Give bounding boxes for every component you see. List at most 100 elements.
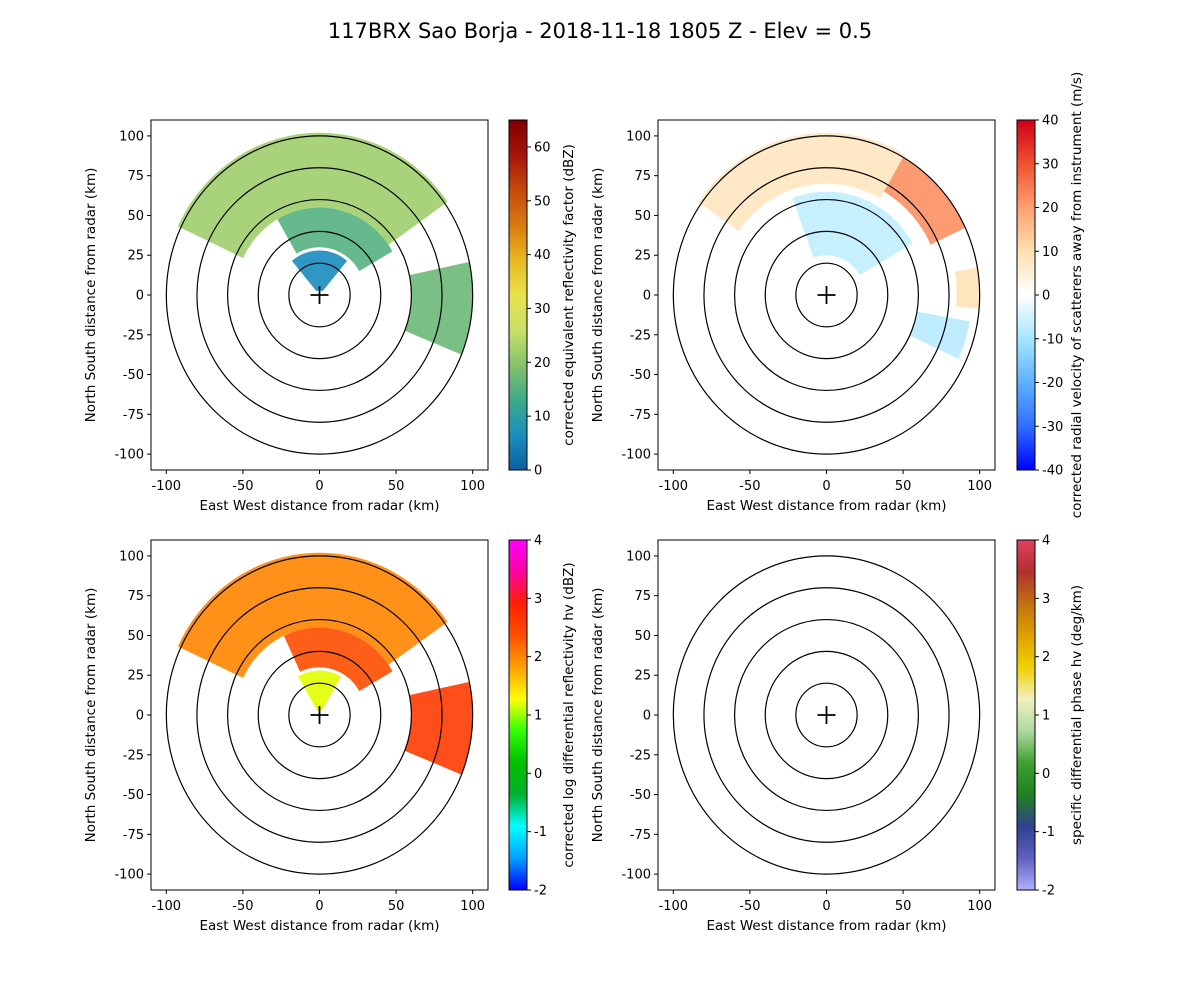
y-tick-label: 25 [634,249,651,264]
range-ring [795,682,858,748]
colorbar-tick-label: -2 [1042,884,1055,899]
range-ring [672,135,981,455]
colorbar [508,539,528,891]
y-tick-label: 100 [119,129,144,144]
radar-echo [792,191,913,276]
colorbar-tick-label: 0 [534,767,542,782]
echo-layer [177,132,473,355]
radar-echo [909,311,970,359]
x-tick-label: -100 [659,479,689,494]
colorbar-tick-label: 40 [534,248,551,263]
range-ring [288,682,351,748]
colorbar-tick-label: 0 [1042,767,1050,782]
x-tick-label: 0 [315,899,323,914]
y-tick-label: -25 [123,748,144,763]
x-tick-label: -100 [152,899,182,914]
y-tick-label: 75 [127,169,144,184]
range-ring [703,587,950,843]
colorbar-tick-label: -40 [1042,464,1063,479]
y-tick-label: -50 [630,368,651,383]
x-axis-label: East West distance from radar (km) [706,498,946,514]
radar-echo [954,267,980,309]
y-tick-label: -75 [630,408,651,423]
colorbar-tick-label: 2 [534,650,542,665]
y-tick-label: -100 [621,448,651,463]
x-tick-label: 100 [967,899,992,914]
range-ring [226,618,413,812]
range-ring [703,167,950,423]
y-tick-label: -75 [123,408,144,423]
range-ring [257,230,382,360]
x-tick-label: -100 [659,899,689,914]
colorbar-tick-label: 3 [534,592,542,607]
y-axis-label: North South distance from radar (km) [83,168,99,423]
y-tick-label: -25 [123,328,144,343]
y-tick-label: -50 [123,788,144,803]
y-tick-label: 50 [634,629,651,644]
x-tick-label: -50 [739,899,760,914]
y-tick-label: -50 [630,788,651,803]
x-tick-label: 0 [822,899,830,914]
range-ring [226,198,413,392]
y-tick-label: 100 [119,549,144,564]
y-tick-label: 0 [136,709,144,724]
colorbar-tick-label: 60 [534,140,551,155]
x-tick-label: -50 [739,479,760,494]
y-tick-label: 0 [643,709,651,724]
range-ring [165,135,474,455]
range-ring [733,198,920,392]
colorbar-tick-label: -20 [1042,376,1063,391]
colorbar [1016,119,1036,471]
panel-differential-reflectivity: -100 -50 0 50 100 -100 -75 -50 -25 0 25 50 75 100 East… [83,534,577,935]
colorbar-tick-label: 40 [1042,114,1059,129]
range-ring [165,555,474,875]
radar-echo [883,157,966,245]
y-tick-label: 100 [626,129,651,144]
x-axis-label: East West distance from radar (km) [706,918,946,934]
y-tick-label: -50 [123,368,144,383]
colorbar-tick-label: 4 [1042,534,1050,549]
range-ring [764,650,889,780]
y-tick-label: -75 [630,828,651,843]
colorbar-label: specific differential phase hv (deg/km) [1069,585,1085,845]
y-tick-label: -25 [630,328,651,343]
y-tick-label: 100 [626,549,651,564]
radar-echo [298,670,341,711]
colorbar-tick-label: 1 [534,709,542,724]
range-ring [196,587,443,843]
echo-layer [177,552,473,775]
radar-echo [177,132,448,259]
x-tick-label: 100 [460,899,485,914]
x-tick-label: 100 [460,479,485,494]
y-axis-label: North South distance from radar (km) [590,588,606,843]
y-tick-label: 75 [127,589,144,604]
colorbar [1016,539,1036,891]
y-tick-label: 25 [127,249,144,264]
x-axis-label: East West distance from radar (km) [199,498,439,514]
range-ring [257,650,382,780]
x-tick-label: 0 [315,479,323,494]
radar-echo [177,552,448,679]
panel-velocity: -100 -50 0 50 100-100-75-50-250255075100East… [590,72,1085,518]
x-tick-label: 50 [895,479,912,494]
x-axis-label: East West distance from radar (km) [199,918,439,934]
y-tick-label: -100 [114,868,144,883]
y-tick-label: -25 [630,748,651,763]
y-axis-label: North South distance from radar (km) [590,168,606,423]
colorbar-tick-label: 10 [534,410,551,425]
colorbar-tick-label: 50 [534,194,551,209]
x-tick-label: 100 [967,479,992,494]
y-tick-label: 75 [634,169,651,184]
colorbar-tick-label: 3 [1042,592,1050,607]
colorbar-tick-label: 20 [1042,201,1059,216]
y-tick-label: 50 [127,209,144,224]
colorbar-label: corrected radial velocity of scatterers … [1069,72,1085,518]
y-axis-label: North South distance from radar (km) [83,588,99,843]
colorbar-tick-label: 1 [1042,709,1050,724]
y-tick-label: -100 [114,448,144,463]
colorbar-tick-label: 20 [534,356,551,371]
x-tick-label: -50 [232,899,253,914]
y-tick-label: 50 [634,209,651,224]
colorbar-tick-label: -30 [1042,420,1063,435]
